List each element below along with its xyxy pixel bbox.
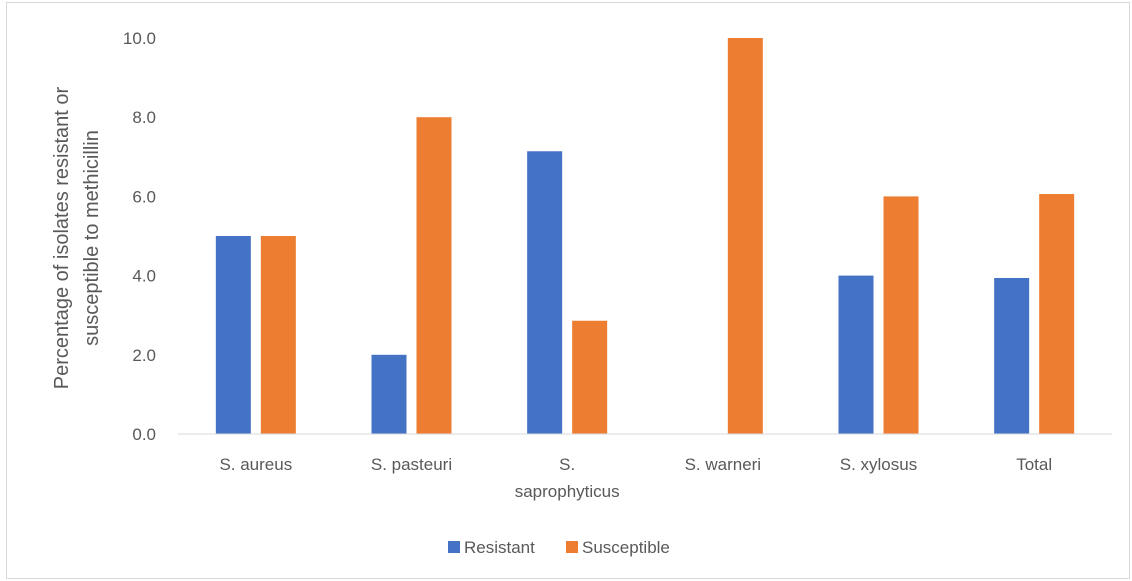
bar-susceptible-1 [417,117,452,434]
y-tick-label: 0.0 [132,425,156,444]
y-axis-title-line: susceptible to methicillin [81,130,103,346]
bar-resistant-0 [216,236,251,434]
y-tick-label: 10.0 [123,29,156,48]
bar-resistant-5 [994,278,1029,434]
legend-swatch-resistant [448,541,460,553]
x-tick-label: S. [559,455,575,474]
y-axis-title-line: Percentage of isolates resistant or [51,86,73,389]
bar-resistant-4 [839,276,874,434]
bar-susceptible-2 [572,321,607,434]
bar-resistant-1 [372,355,407,434]
y-tick-label: 4.0 [132,267,156,286]
x-tick-label: S. aureus [219,455,292,474]
bar-susceptible-4 [884,196,919,434]
x-tick-label: S. xylosus [840,455,917,474]
bar-susceptible-5 [1039,194,1074,434]
legend-label-susceptible: Susceptible [582,538,670,557]
y-axis-ticks: 0.0 2.0 4.0 6.0 8.0 10.0 [123,29,156,444]
legend: Resistant Susceptible [448,538,670,557]
y-tick-label: 6.0 [132,187,156,206]
x-tick-label: saprophyticus [515,482,620,501]
y-tick-label: 8.0 [132,108,156,127]
bar-resistant-2 [527,151,562,434]
bar-susceptible-3 [728,38,763,434]
x-axis-ticks: S. aureus S. pasteuri S. saprophyticus S. wa… [219,455,1052,501]
x-tick-label: Total [1016,455,1052,474]
bar-susceptible-0 [261,236,296,434]
y-tick-label: 2.0 [132,346,156,365]
legend-swatch-susceptible [566,541,578,553]
x-tick-label: S. warneri [685,455,762,474]
y-axis-title: Percentage of isolates resistant or susce… [51,86,103,389]
x-tick-label: S. pasteuri [371,455,452,474]
legend-label-resistant: Resistant [464,538,535,557]
bars [216,38,1074,434]
